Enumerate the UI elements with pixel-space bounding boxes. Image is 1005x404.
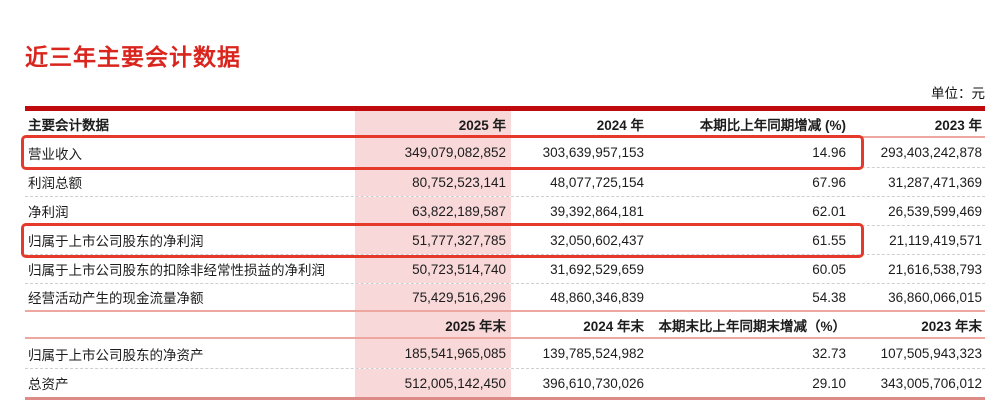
value-2024: 48,077,725,154: [550, 174, 644, 190]
table-header-row-period-end: 2025 年末 2024 年末 本期末比上年同期末增减（%） 2023 年末: [25, 312, 985, 339]
value-change: 61.55: [812, 232, 846, 248]
table-row-total-profit: 利润总额 80,752,523,141 48,077,725,154 67.96…: [25, 167, 985, 196]
value-2024: 32,050,602,437: [550, 232, 644, 248]
header-2025: 2025 年: [355, 111, 511, 136]
value-2024: 139,785,524,982: [542, 346, 644, 361]
table-row-net-profit-excl-nonrecurring: 归属于上市公司股东的扣除非经常性损益的净利润 50,723,514,740 31…: [25, 254, 985, 283]
row-label: 总资产: [28, 377, 69, 392]
row-label: 经营活动产生的现金流量净额: [28, 291, 204, 306]
value-2024: 31,692,529,659: [550, 261, 644, 277]
table-bottom-bar: [25, 397, 985, 400]
value-2025: 50,723,514,740: [355, 255, 511, 283]
value-2024: 303,639,957,153: [542, 145, 644, 160]
value-2025: 512,005,142,450: [355, 369, 511, 397]
value-2023: 31,287,471,369: [888, 174, 982, 190]
table-row-operating-revenue: 营业收入 349,079,082,852 303,639,957,153 14.…: [21, 135, 985, 170]
header-change-pct-end: 本期末比上年同期末增减（%）: [658, 318, 846, 334]
value-change: 62.01: [812, 203, 846, 219]
value-2023: 36,860,066,015: [888, 289, 982, 305]
row-label: 归属于上市公司股东的净利润: [28, 234, 204, 249]
value-change: 29.10: [812, 375, 846, 391]
value-change: 32.73: [812, 346, 846, 361]
header-2024-end: 2024 年末: [583, 318, 644, 334]
table-row-net-assets-to-shareholders: 归属于上市公司股东的净资产 185,541,965,085 139,785,52…: [25, 339, 985, 368]
accounting-data-table: 主要会计数据 2025 年 2024 年 本期比上年同期增减 (%) 2023 …: [21, 106, 985, 400]
table-row-operating-cash-flow: 经营活动产生的现金流量净额 75,429,516,296 48,860,346,…: [25, 283, 985, 312]
value-2024: 48,860,346,839: [550, 289, 644, 305]
value-change: 60.05: [812, 261, 846, 277]
page-title: 近三年主要会计数据: [25, 44, 241, 70]
value-2024: 39,392,864,181: [550, 203, 644, 219]
value-2023: 21,119,419,571: [889, 232, 982, 248]
value-2023: 343,005,706,012: [880, 375, 982, 391]
table-row-total-assets: 总资产 512,005,142,450 396,610,730,026 29.1…: [25, 368, 985, 397]
header-2024: 2024 年: [596, 117, 644, 133]
value-2025: 349,079,082,852: [355, 138, 511, 167]
value-2023: 21,616,538,793: [888, 261, 982, 277]
table-top-bar: [25, 106, 985, 111]
unit-label: 单位：元: [931, 86, 985, 101]
row-label: 营业收入: [28, 146, 82, 162]
value-change: 54.38: [812, 289, 846, 305]
header-2023: 2023 年: [934, 117, 982, 133]
row-label: 净利润: [28, 205, 69, 220]
header-2025-end: 2025 年末: [355, 312, 511, 337]
value-2024: 396,610,730,026: [542, 375, 644, 391]
value-2025: 185,541,965,085: [355, 339, 511, 368]
table-row-net-profit-to-shareholders: 归属于上市公司股东的净利润 51,777,327,785 32,050,602,…: [21, 223, 985, 258]
value-2025: 75,429,516,296: [355, 284, 511, 310]
value-2025: 80,752,523,141: [355, 168, 511, 196]
row-label: 归属于上市公司股东的扣除非经常性损益的净利润: [28, 263, 325, 278]
value-2025: 63,822,189,587: [355, 197, 511, 225]
header-label: 主要会计数据: [28, 117, 109, 133]
row-label: 利润总额: [28, 176, 82, 191]
table-header-row: 主要会计数据 2025 年 2024 年 本期比上年同期增减 (%) 2023 …: [25, 111, 985, 138]
value-2025: 51,777,327,785: [355, 226, 511, 254]
header-change-pct: 本期比上年同期增减 (%): [699, 117, 846, 133]
value-change: 67.96: [812, 174, 846, 190]
value-2023: 293,403,242,878: [880, 145, 982, 160]
table-row-net-profit: 净利润 63,822,189,587 39,392,864,181 62.01 …: [25, 196, 985, 225]
header-label: [25, 312, 355, 337]
value-2023: 107,505,943,323: [880, 346, 982, 361]
value-2023: 26,539,599,469: [888, 203, 982, 219]
header-2023-end: 2023 年末: [921, 318, 982, 334]
row-label: 归属于上市公司股东的净资产: [28, 347, 204, 363]
value-change: 14.96: [812, 145, 846, 160]
